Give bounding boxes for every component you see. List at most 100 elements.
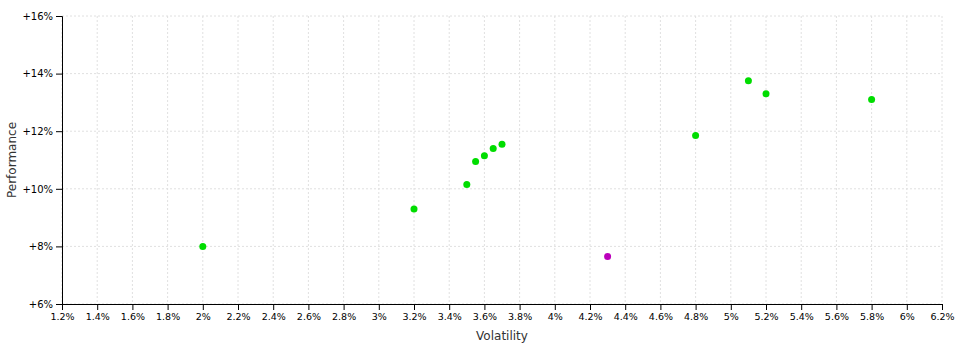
x-tick-label: 5.6% bbox=[825, 311, 849, 322]
x-tick: 1.2% bbox=[50, 304, 74, 322]
y-grid-line bbox=[62, 188, 942, 189]
x-tick-label: 4.6% bbox=[649, 311, 673, 322]
x-tick: 2.6% bbox=[297, 304, 321, 322]
x-tick-mark bbox=[801, 304, 802, 310]
x-tick: 3.8% bbox=[508, 304, 532, 322]
y-grid-line bbox=[62, 131, 942, 132]
point bbox=[499, 141, 506, 148]
y-axis: +6%+8%+10%+12%+14%+16% bbox=[22, 11, 62, 310]
x-tick-label: 5% bbox=[724, 311, 739, 322]
x-tick-label: 1.8% bbox=[156, 311, 180, 322]
y-tick-label: +8% bbox=[29, 241, 53, 252]
series bbox=[604, 253, 611, 260]
x-tick-mark bbox=[696, 304, 697, 310]
y-tick-mark bbox=[56, 131, 62, 132]
point bbox=[472, 158, 479, 165]
point bbox=[763, 90, 770, 97]
y-tick-mark bbox=[56, 16, 62, 17]
x-tick: 5.2% bbox=[754, 304, 778, 322]
y-tick: +12% bbox=[22, 126, 62, 137]
x-tick-label: 3.4% bbox=[438, 311, 462, 322]
x-grid-line bbox=[766, 16, 767, 304]
grid bbox=[62, 16, 942, 304]
x-tick-mark bbox=[132, 304, 133, 310]
x-tick-mark bbox=[625, 304, 626, 310]
x-tick: 6% bbox=[900, 304, 915, 322]
x-grid-line bbox=[167, 16, 168, 304]
x-tick-label: 2% bbox=[196, 311, 211, 322]
x-tick-mark bbox=[907, 304, 908, 310]
series bbox=[199, 77, 875, 250]
x-tick: 3.4% bbox=[438, 304, 462, 322]
x-grid-line bbox=[906, 16, 907, 304]
x-axis-title: Volatility bbox=[476, 329, 528, 343]
x-tick: 1.6% bbox=[121, 304, 145, 322]
x-tick: 3.6% bbox=[473, 304, 497, 322]
x-tick-mark bbox=[414, 304, 415, 310]
x-tick: 2% bbox=[196, 304, 211, 322]
x-tick-label: 6% bbox=[900, 311, 915, 322]
x-tick: 4.4% bbox=[614, 304, 638, 322]
x-tick-mark bbox=[449, 304, 450, 310]
y-tick-label: +10% bbox=[22, 184, 53, 195]
point bbox=[868, 96, 875, 103]
x-tick: 4.6% bbox=[649, 304, 673, 322]
x-tick: 4.8% bbox=[684, 304, 708, 322]
x-grid-line bbox=[273, 16, 274, 304]
point bbox=[463, 181, 470, 188]
x-tick-mark bbox=[97, 304, 98, 310]
x-grid-line bbox=[97, 16, 98, 304]
x-tick-label: 3% bbox=[372, 311, 387, 322]
point bbox=[604, 253, 611, 260]
x-tick-label: 1.4% bbox=[86, 311, 110, 322]
x-tick: 5.4% bbox=[790, 304, 814, 322]
x-tick: 6.2% bbox=[930, 304, 954, 322]
x-tick-label: 5.8% bbox=[860, 311, 884, 322]
x-grid-line bbox=[414, 16, 415, 304]
x-tick: 4.2% bbox=[578, 304, 602, 322]
x-grid-line bbox=[942, 16, 943, 304]
x-tick-label: 1.6% bbox=[121, 311, 145, 322]
x-tick-label: 4.2% bbox=[578, 311, 602, 322]
x-grid-line bbox=[871, 16, 872, 304]
x-grid-line bbox=[519, 16, 520, 304]
x-tick-label: 2.6% bbox=[297, 311, 321, 322]
x-tick-label: 4.8% bbox=[684, 311, 708, 322]
y-tick: +16% bbox=[22, 11, 62, 22]
x-tick-label: 2.4% bbox=[262, 311, 286, 322]
x-tick-label: 5.4% bbox=[790, 311, 814, 322]
x-grid-line bbox=[695, 16, 696, 304]
x-tick-mark bbox=[555, 304, 556, 310]
x-tick: 2.2% bbox=[226, 304, 250, 322]
y-tick: +6% bbox=[29, 299, 62, 310]
x-tick: 5.8% bbox=[860, 304, 884, 322]
x-tick-mark bbox=[836, 304, 837, 310]
x-axis-line bbox=[63, 305, 943, 311]
x-tick-label: 2.8% bbox=[332, 311, 356, 322]
y-tick-mark bbox=[56, 304, 62, 305]
x-tick-mark bbox=[379, 304, 380, 310]
x-grid-line bbox=[801, 16, 802, 304]
y-tick-label: +12% bbox=[22, 126, 53, 137]
x-axis: 1.2% 1.4% 1.6% 1.8% 2% 2.2% 2.4% 2.6% 2.8% 3% 3.2%… bbox=[50, 304, 954, 322]
x-grid-line bbox=[484, 16, 485, 304]
x-tick-mark bbox=[766, 304, 767, 310]
y-tick-mark bbox=[56, 189, 62, 190]
y-tick-mark bbox=[56, 74, 62, 75]
x-tick-label: 3.2% bbox=[402, 311, 426, 322]
x-grid-line bbox=[132, 16, 133, 304]
x-tick-mark bbox=[872, 304, 873, 310]
x-grid-line bbox=[660, 16, 661, 304]
x-grid-line bbox=[836, 16, 837, 304]
plot: 1.2% 1.4% 1.6% 1.8% 2% 2.2% 2.4% 2.6% 2.8% 3% 3.2%… bbox=[22, 11, 954, 322]
y-tick-label: +6% bbox=[29, 299, 53, 310]
x-grid-line bbox=[625, 16, 626, 304]
x-tick: 3% bbox=[372, 304, 387, 322]
x-tick: 3.2% bbox=[402, 304, 426, 322]
y-tick: +10% bbox=[22, 184, 62, 195]
x-tick: 5.6% bbox=[825, 304, 849, 322]
x-tick-label: 1.2% bbox=[50, 311, 74, 322]
x-grid-line bbox=[343, 16, 344, 304]
y-tick: +8% bbox=[29, 241, 62, 252]
x-tick-mark bbox=[484, 304, 485, 310]
